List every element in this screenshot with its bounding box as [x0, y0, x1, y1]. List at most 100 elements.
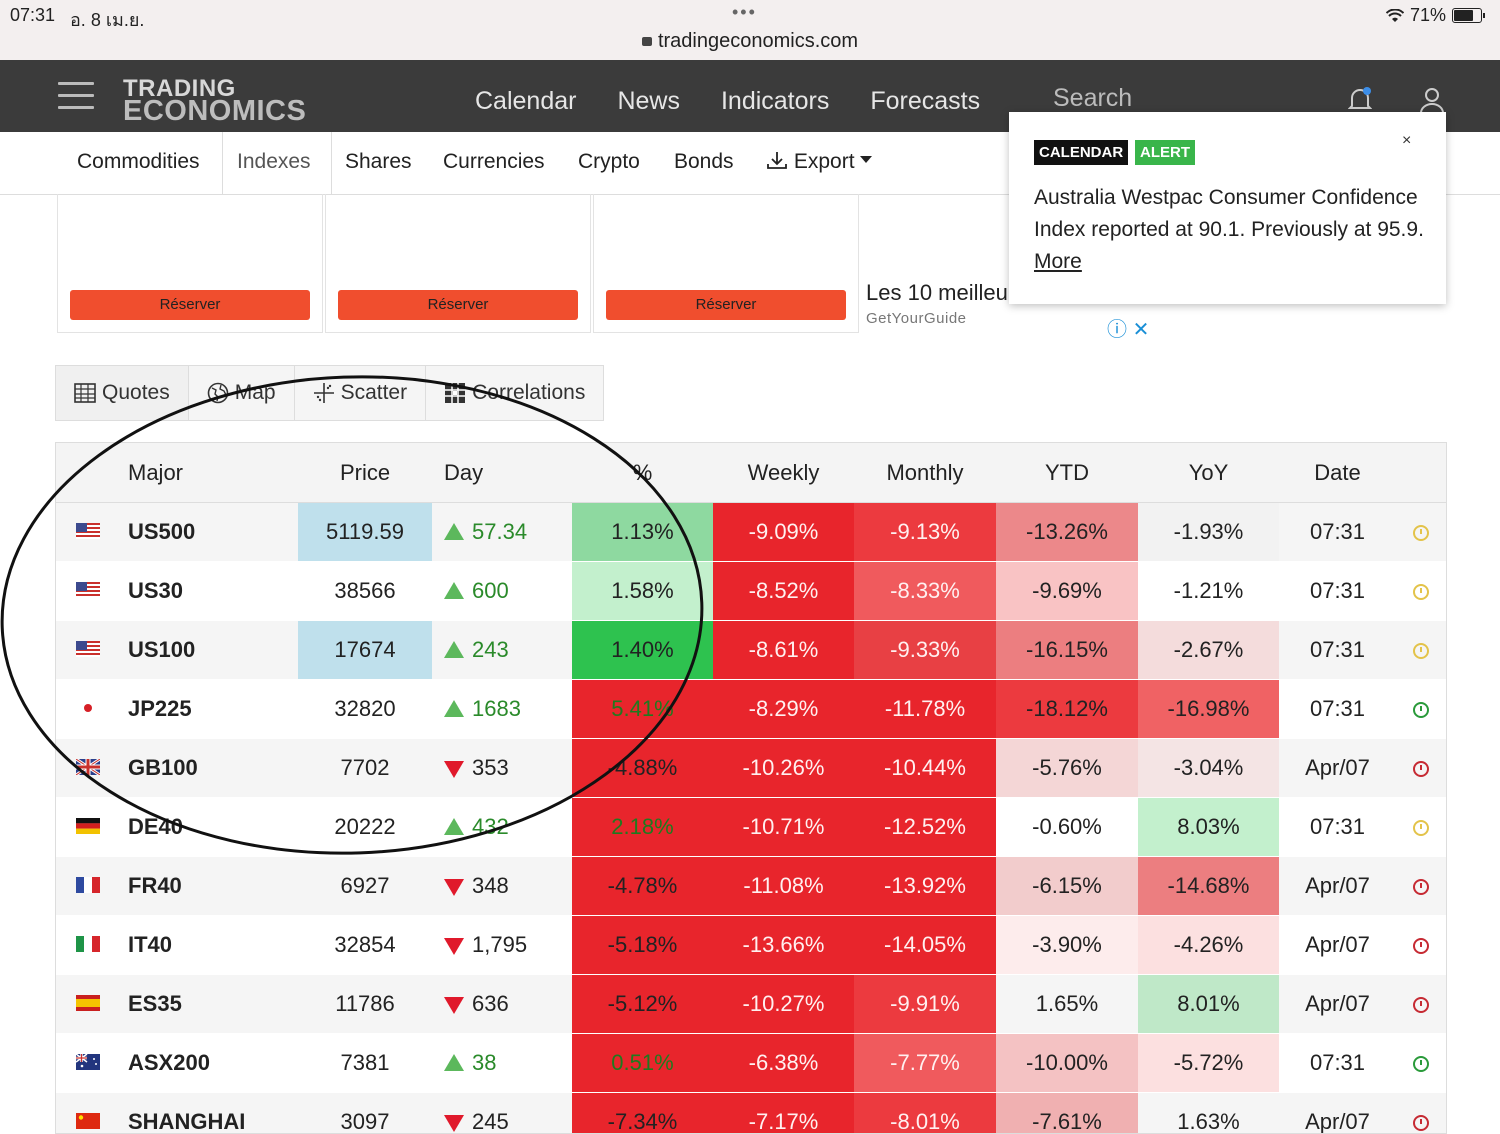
header-ytd[interactable]: YTD: [996, 443, 1138, 503]
header-major[interactable]: Major: [120, 443, 298, 503]
monthly-cell: -10.44%: [854, 739, 996, 798]
tab-map[interactable]: Map: [189, 366, 295, 420]
header-percent[interactable]: %: [572, 443, 713, 503]
globe-icon: [207, 382, 229, 404]
tab-scatter[interactable]: Scatter: [295, 366, 427, 420]
down-arrow-icon: [444, 879, 464, 896]
table-header-row: Major Price Day % Weekly Monthly YTD YoY…: [56, 443, 1446, 503]
percent-cell: 5.41%: [572, 680, 713, 739]
percent-cell: -7.34%: [572, 1093, 713, 1134]
percent-cell: 1.13%: [572, 503, 713, 562]
more-dots-icon[interactable]: •••: [732, 2, 757, 23]
symbol-link[interactable]: JP225: [120, 680, 298, 739]
nav-forecasts[interactable]: Forecasts: [870, 87, 980, 116]
tab-correlations[interactable]: Correlations: [426, 366, 603, 420]
browser-status-bar: 07:31 อ. 8 เม.ย. ••• tradingeconomics.co…: [0, 0, 1500, 60]
header-date[interactable]: Date: [1279, 443, 1396, 503]
tab-currencies[interactable]: Currencies: [443, 150, 545, 174]
symbol-link[interactable]: ES35: [120, 975, 298, 1034]
alert-text: Australia Westpac Consumer Confidence In…: [1034, 186, 1424, 241]
reserve-button[interactable]: Réserver: [606, 290, 846, 320]
tab-bonds[interactable]: Bonds: [674, 150, 734, 174]
symbol-link[interactable]: US100: [120, 621, 298, 680]
day-change-value: 1683: [472, 696, 521, 721]
ad-info-icon[interactable]: ⓘ: [1107, 319, 1127, 341]
flag-icon: [56, 562, 120, 621]
symbol-link[interactable]: US500: [120, 503, 298, 562]
ad-headline[interactable]: Les 10 meilleu: [866, 280, 1008, 306]
clock-icon: [1413, 584, 1429, 600]
price-cell: 6927: [298, 857, 432, 916]
weekly-cell: -10.26%: [713, 739, 854, 798]
ad-close-icon[interactable]: ✕: [1133, 319, 1150, 341]
price-cell: 20222: [298, 798, 432, 857]
status-cell: [1396, 503, 1446, 562]
header-price[interactable]: Price: [298, 443, 432, 503]
symbol-link[interactable]: US30: [120, 562, 298, 621]
symbol-link[interactable]: IT40: [120, 916, 298, 975]
day-change-value: 636: [472, 991, 509, 1016]
export-label: Export: [794, 150, 855, 173]
symbol-link[interactable]: FR40: [120, 857, 298, 916]
day-change-cell: 432: [432, 798, 572, 857]
status-cell: [1396, 857, 1446, 916]
user-icon[interactable]: [1418, 86, 1446, 114]
reserve-button[interactable]: Réserver: [70, 290, 310, 320]
percent-cell: 0.51%: [572, 1034, 713, 1093]
status-cell: [1396, 1034, 1446, 1093]
battery-icon: [1452, 8, 1482, 23]
address-bar[interactable]: tradingeconomics.com: [0, 30, 1500, 53]
date-cell: 07:31: [1279, 798, 1396, 857]
tab-indexes[interactable]: Indexes: [237, 150, 311, 174]
nav-indicators[interactable]: Indicators: [721, 87, 829, 116]
tab-crypto[interactable]: Crypto: [578, 150, 640, 174]
search-input[interactable]: Search: [1053, 84, 1132, 113]
date-cell: 07:31: [1279, 503, 1396, 562]
symbol-link[interactable]: ASX200: [120, 1034, 298, 1093]
status-cell: [1396, 621, 1446, 680]
symbol-link[interactable]: SHANGHAI: [120, 1093, 298, 1134]
site-logo[interactable]: TRADING ECONOMICS: [123, 78, 306, 122]
header-yoy[interactable]: YoY: [1138, 443, 1279, 503]
status-cell: [1396, 975, 1446, 1034]
bell-icon[interactable]: [1348, 86, 1372, 114]
symbol-link[interactable]: DE40: [120, 798, 298, 857]
tab-shares[interactable]: Shares: [345, 150, 412, 174]
nav-news[interactable]: News: [617, 87, 680, 116]
symbol-link[interactable]: GB100: [120, 739, 298, 798]
alert-more-link[interactable]: More: [1034, 250, 1082, 273]
date-cell: Apr/07: [1279, 975, 1396, 1034]
header-monthly[interactable]: Monthly: [854, 443, 996, 503]
header-day[interactable]: Day: [432, 443, 572, 503]
ytd-cell: -16.15%: [996, 621, 1138, 680]
yoy-cell: 8.01%: [1138, 975, 1279, 1034]
monthly-cell: -8.01%: [854, 1093, 996, 1134]
scatter-icon: [313, 382, 335, 404]
header-weekly[interactable]: Weekly: [713, 443, 854, 503]
tab-quotes[interactable]: Quotes: [56, 366, 189, 420]
close-icon[interactable]: ×: [1402, 132, 1411, 150]
clock-icon: [1413, 1115, 1429, 1131]
price-cell: 7381: [298, 1034, 432, 1093]
weekly-cell: -8.29%: [713, 680, 854, 739]
ad-source: GetYourGuide: [866, 310, 967, 327]
weekly-cell: -8.52%: [713, 562, 854, 621]
reserve-button[interactable]: Réserver: [338, 290, 578, 320]
ytd-cell: -5.76%: [996, 739, 1138, 798]
percent-cell: -5.12%: [572, 975, 713, 1034]
hamburger-menu-icon[interactable]: [58, 82, 94, 110]
tab-commodities[interactable]: Commodities: [77, 150, 200, 174]
export-dropdown[interactable]: Export: [766, 150, 872, 174]
nav-calendar[interactable]: Calendar: [475, 87, 576, 116]
